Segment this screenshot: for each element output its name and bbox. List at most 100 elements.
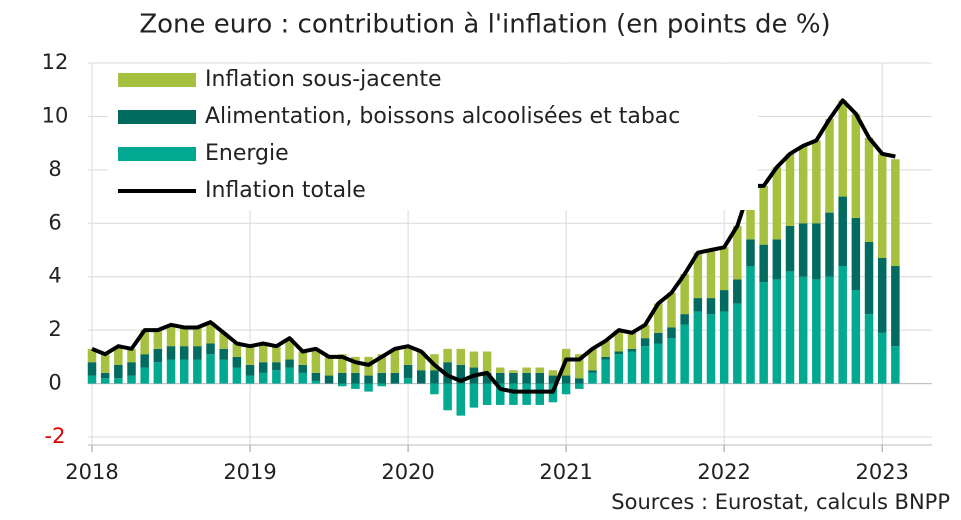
bar-segment	[654, 343, 663, 384]
bar-segment	[351, 372, 360, 384]
bar-segment	[733, 225, 742, 280]
bar-segment	[693, 252, 703, 299]
bar-segment	[864, 137, 874, 242]
bar-segment	[114, 346, 123, 365]
bar-segment	[640, 338, 650, 347]
bar-segment	[812, 140, 821, 224]
bar-segment	[364, 375, 373, 384]
bar-segment	[390, 372, 400, 384]
bar-segment	[114, 378, 123, 384]
bar-segment	[575, 383, 584, 389]
bar-segment	[496, 372, 505, 384]
bar-segment	[759, 244, 768, 283]
bar-segment	[87, 348, 97, 363]
bar-segment	[719, 247, 729, 291]
bar-segment	[535, 383, 545, 405]
bar-segment	[193, 359, 202, 384]
bar-segment	[258, 362, 268, 373]
bar-segment	[430, 370, 439, 384]
bar-segment	[166, 346, 176, 360]
bar-segment	[627, 351, 637, 384]
bar-segment	[825, 212, 834, 277]
bar-segment	[193, 346, 202, 360]
x-tick-label: 2021	[539, 460, 592, 484]
bar-segment	[838, 100, 847, 197]
bar-segment	[654, 303, 663, 333]
bar-segment	[245, 346, 255, 365]
legend-swatch	[118, 110, 196, 124]
bar-segment	[153, 362, 163, 384]
bar-segment	[285, 359, 294, 368]
bar-segment	[719, 311, 729, 384]
bar-segment	[482, 351, 492, 373]
bar-segment	[443, 362, 452, 384]
bar-segment	[469, 383, 479, 408]
bar-segment	[351, 356, 360, 373]
bar-segment	[693, 311, 703, 384]
bar-segment	[680, 324, 689, 384]
source-note: Sources : Eurostat, calculs BNPP	[611, 490, 950, 514]
bar-segment	[232, 367, 242, 384]
bar-segment	[614, 354, 624, 384]
bar-segment	[127, 375, 136, 384]
bar-segment	[337, 383, 347, 387]
bar-segment	[153, 348, 163, 363]
bar-segment	[285, 367, 294, 384]
y-tick-label: 6	[48, 210, 61, 234]
bar-segment	[272, 362, 281, 371]
legend-swatch	[118, 73, 196, 87]
y-tick-label: 0	[48, 371, 61, 395]
bar-segment	[614, 351, 624, 355]
bar-segment	[772, 239, 782, 280]
line	[91, 98, 896, 394]
bar-segment	[140, 354, 149, 368]
bar-segment	[601, 356, 610, 360]
bar-segment	[851, 217, 861, 291]
bar-segment	[654, 332, 663, 344]
bar-segment	[232, 356, 242, 368]
bar-segment	[298, 372, 307, 384]
bar-segment	[298, 351, 307, 365]
bar-segment	[891, 266, 900, 347]
bar-segment	[535, 372, 545, 384]
y-tick-label: 10	[42, 103, 69, 127]
bar-segment	[535, 367, 545, 373]
legend: Inflation sous-jacente Alimentation, bois…	[108, 64, 758, 210]
bar-segment	[87, 362, 97, 376]
bar-segment	[140, 330, 149, 355]
legend-swatch	[118, 147, 196, 161]
bar-segment	[561, 383, 571, 395]
bar-segment	[667, 327, 676, 339]
y-tick-label: 2	[48, 317, 61, 341]
bar-segment	[772, 167, 782, 240]
x-tick-label: 2022	[697, 460, 750, 484]
bar-segment	[272, 370, 281, 384]
bar-segment	[548, 370, 558, 376]
bar-segment	[311, 372, 321, 381]
legend-label: Inflation totale	[205, 178, 366, 203]
bar-segment	[785, 225, 795, 272]
bar-segment	[509, 370, 518, 373]
x-tick-label: 2023	[855, 460, 908, 484]
bar-segment	[575, 354, 584, 379]
bar-segment	[627, 348, 637, 352]
bar-segment	[706, 314, 716, 384]
bar-segment	[377, 372, 386, 384]
bar-segment	[877, 332, 887, 384]
bar-segment	[851, 290, 861, 384]
bar-segment	[746, 266, 755, 384]
bar-segment	[693, 298, 703, 312]
bar-segment	[311, 380, 321, 384]
bar-segment	[496, 383, 505, 405]
legend-label: Energie	[205, 141, 289, 166]
bar-segment	[219, 332, 228, 349]
bar-segment	[377, 383, 386, 387]
bar-segment	[206, 322, 215, 344]
bar-segment	[825, 119, 834, 213]
bar-segment	[245, 375, 255, 384]
bar-segment	[443, 348, 452, 363]
bar-segment	[640, 324, 650, 339]
bar-segment	[443, 383, 452, 411]
bar-segment	[324, 356, 334, 376]
bar-segment	[667, 338, 676, 384]
